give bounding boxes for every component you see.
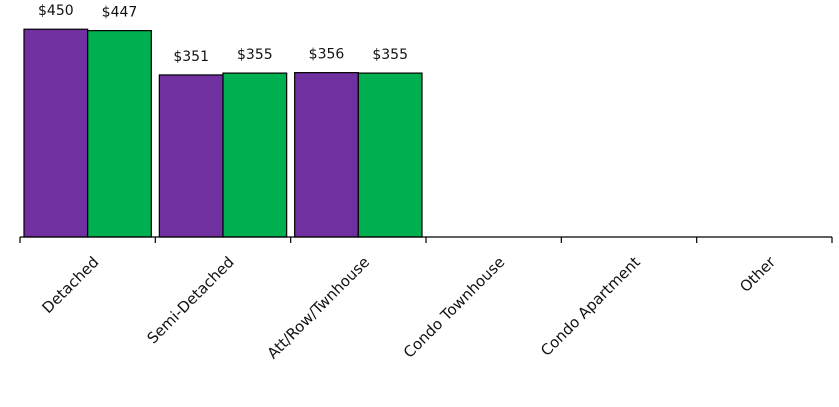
- data-label: $351: [173, 49, 209, 65]
- x-axis: [19, 236, 833, 243]
- data-labels-layer: $450 $351 $356 $447 $355 $355: [38, 3, 408, 65]
- x-tick-label-detached: Detached: [39, 253, 103, 317]
- data-label: $447: [102, 5, 138, 21]
- bars-layer: [23, 28, 423, 238]
- bar-1-detached: [23, 28, 89, 238]
- bar-1-att-row-twnhouse: [294, 72, 359, 238]
- data-label: $450: [38, 3, 74, 19]
- bar-2-att-row-twnhouse: [357, 72, 423, 238]
- bar-2-detached: [87, 30, 152, 238]
- bar-1-semi-detached: [158, 74, 224, 238]
- bar-2-semi-detached: [222, 72, 288, 238]
- data-label: $355: [372, 47, 408, 63]
- x-tick-label-condo-townhouse: Condo Townhouse: [400, 253, 508, 361]
- data-label: $355: [237, 47, 273, 63]
- x-tick-label-condo-apartment: Condo Apartment: [537, 253, 644, 360]
- x-tick-label-att-row-twnhouse: Att/Row/Twnhouse: [264, 253, 373, 362]
- x-tick-labels: Detached Semi-Detached Att/Row/Twnhouse Con…: [39, 252, 780, 362]
- data-label: $356: [309, 47, 345, 63]
- x-tick-label-semi-detached: Semi-Detached: [143, 253, 237, 347]
- x-tick-label-other: Other: [736, 252, 779, 295]
